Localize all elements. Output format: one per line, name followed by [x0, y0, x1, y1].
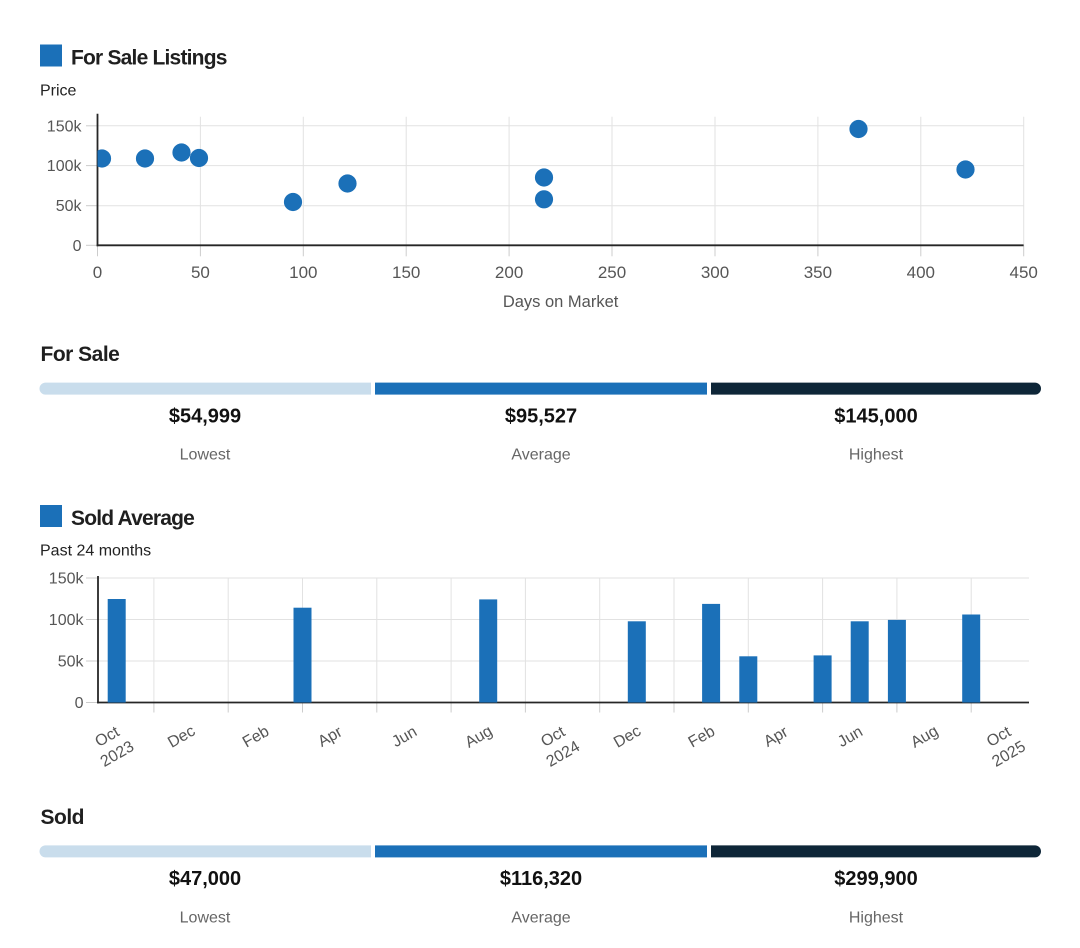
svg-text:Feb: Feb	[240, 723, 272, 752]
svg-text:$116,320: $116,320	[500, 868, 582, 890]
svg-text:Oct2025: Oct2025	[979, 721, 1028, 771]
svg-text:Sold Average: Sold Average	[71, 507, 194, 530]
svg-text:0: 0	[73, 238, 82, 255]
svg-text:Aug: Aug	[462, 723, 495, 752]
svg-text:Feb: Feb	[686, 723, 718, 752]
svg-text:300: 300	[701, 263, 729, 282]
svg-text:Lowest: Lowest	[180, 909, 231, 926]
svg-text:Days on Market: Days on Market	[503, 293, 619, 311]
svg-text:Aug: Aug	[908, 723, 941, 752]
svg-text:400: 400	[907, 263, 935, 282]
svg-text:$145,000: $145,000	[834, 405, 917, 427]
svg-text:100k: 100k	[49, 612, 85, 629]
svg-text:100: 100	[289, 263, 317, 282]
svg-text:Average: Average	[511, 447, 570, 464]
svg-text:$95,527: $95,527	[505, 405, 577, 427]
svg-text:Price: Price	[40, 83, 77, 100]
svg-text:200: 200	[495, 263, 523, 282]
svg-text:Highest: Highest	[849, 909, 904, 926]
svg-text:Jun: Jun	[389, 723, 420, 751]
svg-text:Lowest: Lowest	[180, 447, 231, 464]
svg-text:50: 50	[191, 263, 210, 282]
svg-text:Jun: Jun	[835, 723, 866, 751]
svg-text:250: 250	[598, 263, 626, 282]
svg-text:$54,999: $54,999	[169, 405, 241, 427]
svg-text:150k: 150k	[49, 571, 85, 588]
svg-text:100k: 100k	[47, 158, 83, 175]
svg-text:$299,900: $299,900	[834, 868, 917, 890]
svg-text:150: 150	[392, 263, 420, 282]
svg-text:Dec: Dec	[165, 723, 198, 752]
svg-text:Oct2024: Oct2024	[534, 721, 583, 771]
svg-text:Apr: Apr	[315, 723, 346, 751]
svg-text:50k: 50k	[56, 198, 83, 215]
svg-text:450: 450	[1010, 263, 1038, 282]
svg-text:0: 0	[75, 695, 84, 712]
svg-text:Dec: Dec	[611, 723, 644, 752]
svg-text:Oct2023: Oct2023	[88, 721, 137, 771]
svg-text:For Sale: For Sale	[41, 343, 120, 366]
svg-text:50k: 50k	[58, 654, 85, 671]
svg-text:Apr: Apr	[761, 723, 792, 751]
svg-text:$47,000: $47,000	[169, 868, 241, 890]
svg-text:150k: 150k	[47, 118, 83, 135]
svg-text:0: 0	[93, 263, 102, 282]
svg-text:Average: Average	[511, 909, 570, 926]
svg-text:Past 24 months: Past 24 months	[40, 543, 151, 560]
svg-text:Sold: Sold	[41, 806, 85, 829]
svg-text:Highest: Highest	[849, 447, 904, 464]
svg-text:350: 350	[804, 263, 832, 282]
svg-text:For Sale Listings: For Sale Listings	[71, 47, 227, 70]
